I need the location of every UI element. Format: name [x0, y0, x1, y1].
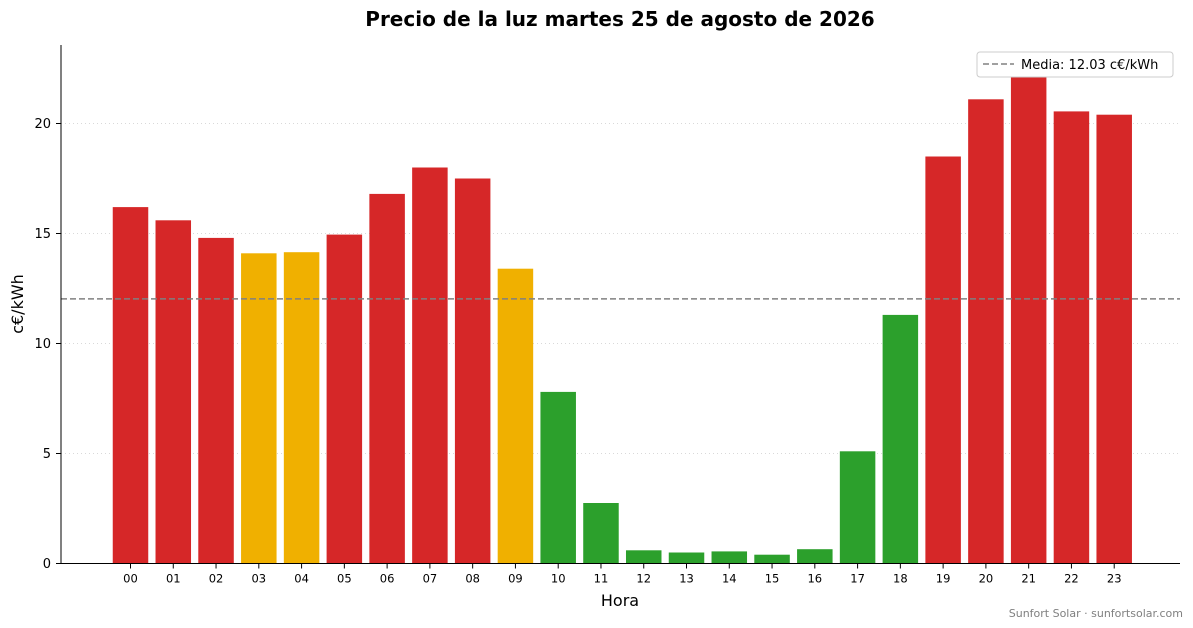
y-tick-label: 0: [43, 557, 51, 572]
x-tick-label: 17: [850, 572, 865, 586]
x-tick-label: 08: [465, 572, 480, 586]
bar-hour-16: [797, 549, 833, 564]
x-tick-label: 07: [423, 572, 438, 586]
x-tick-label: 02: [209, 572, 224, 586]
x-tick-label: 03: [251, 572, 266, 586]
x-tick-label: 18: [893, 572, 908, 586]
footer-credit: Sunfort Solar · sunfortsolar.com: [1009, 607, 1183, 620]
x-tick-label: 11: [594, 572, 609, 586]
bar-hour-23: [1096, 114, 1132, 564]
bar-hour-03: [241, 253, 277, 564]
y-tick-label: 15: [34, 227, 51, 242]
x-tick-label: 09: [508, 572, 523, 586]
x-ticks: 00 01 02 03 04 05 06 07 08 09 10 11 12 13 14 15 16 17 18 19…: [123, 563, 1122, 586]
chart-title: Precio de la luz martes 25 de agosto de …: [365, 7, 874, 31]
bar-hour-05: [326, 234, 363, 564]
x-tick-label: 23: [1107, 572, 1122, 586]
bar-hour-19: [925, 156, 961, 564]
legend-mean-label: Media: 12.03 c€/kWh: [1021, 58, 1158, 73]
y-tick-label: 20: [34, 117, 51, 132]
bar-hour-04: [283, 252, 320, 564]
x-axis-label: Hora: [601, 591, 639, 610]
x-tick-label: 10: [551, 572, 566, 586]
bar-hour-06: [369, 193, 405, 564]
bar-hour-02: [198, 237, 234, 564]
bar-hour-08: [454, 178, 491, 564]
bar-hour-12: [625, 550, 662, 564]
x-tick-label: 06: [380, 572, 395, 586]
x-tick-label: 05: [337, 572, 352, 586]
x-tick-label: 14: [722, 572, 737, 586]
bar-hour-14: [711, 551, 748, 564]
y-tick-label: 5: [43, 447, 51, 462]
y-ticks: 0 5 10 15 20: [34, 117, 61, 572]
bar-hour-07: [412, 167, 448, 564]
x-tick-label: 04: [294, 572, 309, 586]
bar-hour-22: [1053, 111, 1090, 564]
bar-hour-20: [968, 99, 1004, 564]
bar-hour-09: [497, 268, 534, 564]
x-tick-label: 22: [1064, 572, 1079, 586]
x-tick-label: 01: [166, 572, 181, 586]
bar-hour-21: [1010, 72, 1047, 564]
bars: [112, 72, 1132, 564]
x-tick-label: 16: [807, 572, 822, 586]
bar-hour-15: [754, 554, 790, 564]
bar-hour-11: [583, 503, 619, 564]
x-tick-label: 19: [936, 572, 951, 586]
bar-hour-13: [668, 552, 705, 564]
x-tick-label: 00: [123, 572, 138, 586]
x-tick-label: 13: [679, 572, 694, 586]
x-tick-label: 12: [636, 572, 651, 586]
x-tick-label: 21: [1021, 572, 1036, 586]
legend: Media: 12.03 c€/kWh: [976, 51, 1174, 78]
y-tick-label: 10: [34, 337, 51, 352]
x-tick-label: 15: [765, 572, 780, 586]
bar-hour-10: [540, 391, 576, 564]
bar-hour-18: [882, 314, 919, 564]
bar-hour-01: [155, 220, 192, 564]
bar-hour-00: [112, 207, 149, 564]
x-tick-label: 20: [979, 572, 994, 586]
y-axis-label: c€/kWh: [8, 274, 27, 334]
bar-hour-17: [839, 451, 876, 564]
legend-box: [976, 51, 1174, 78]
